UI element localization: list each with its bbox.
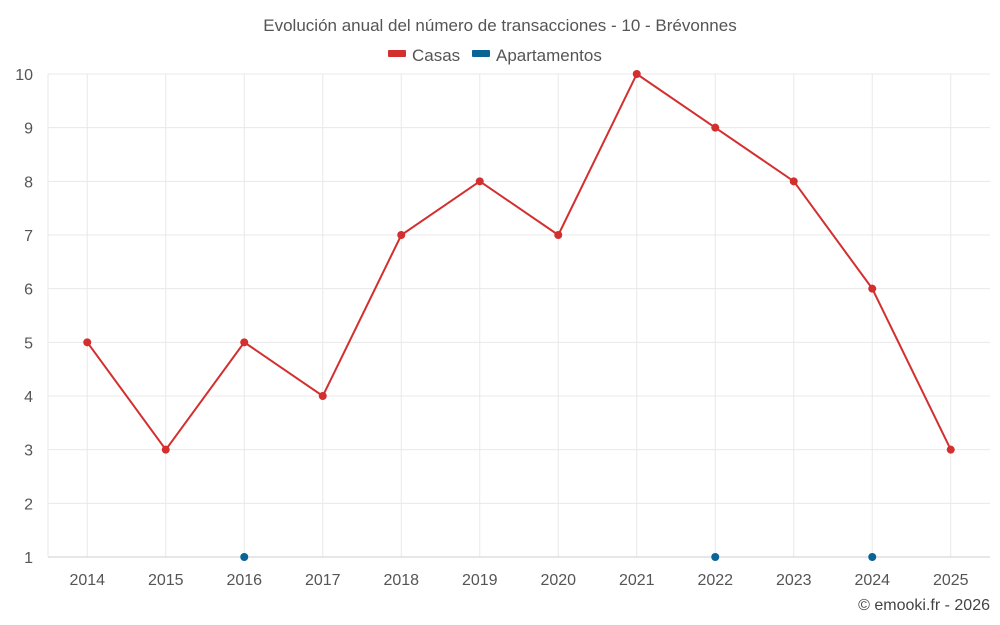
- y-axis-ticks: 1 2 3 4 5 6 7 8 9 10: [15, 67, 33, 567]
- x-axis-ticks: 2014 2015 2016 2017 2018 2019 2020 2021 2022 2023…: [69, 572, 968, 589]
- data-point-casas[interactable]: [83, 338, 92, 347]
- x-tick-label: 2018: [383, 572, 419, 589]
- x-tick-label: 2017: [305, 572, 341, 589]
- y-tick-label: 2: [24, 496, 33, 513]
- x-tick-label: 2016: [226, 572, 262, 589]
- x-tick-label: 2019: [462, 572, 498, 589]
- y-tick-label: 7: [24, 228, 33, 245]
- data-point-casas[interactable]: [946, 445, 955, 454]
- x-tick-label: 2014: [69, 572, 105, 589]
- legend: Casas Apartamentos: [388, 46, 602, 65]
- y-tick-label: 6: [24, 282, 33, 299]
- legend-label-casas[interactable]: Casas: [412, 46, 460, 65]
- data-point-casas[interactable]: [318, 392, 327, 400]
- data-point-apartamentos[interactable]: [240, 553, 249, 561]
- y-tick-label: 3: [24, 443, 33, 460]
- y-tick-label: 1: [24, 550, 33, 567]
- x-tick-label: 2022: [697, 572, 733, 589]
- data-point-casas[interactable]: [868, 284, 877, 293]
- data-point-casas[interactable]: [161, 445, 170, 454]
- grid: [47, 73, 990, 558]
- x-tick-label: 2023: [776, 572, 812, 589]
- data-point-apartamentos[interactable]: [711, 553, 720, 561]
- series-line-casas: [86, 72, 952, 452]
- y-tick-label: 10: [15, 67, 33, 84]
- data-point-casas[interactable]: [554, 231, 563, 239]
- y-tick-label: 8: [24, 174, 33, 191]
- x-tick-label: 2021: [619, 572, 655, 589]
- series: [83, 70, 955, 561]
- data-point-casas[interactable]: [632, 70, 641, 78]
- data-point-casas[interactable]: [789, 177, 798, 186]
- x-tick-label: 2025: [933, 572, 969, 589]
- chart-credit: © emooki.fr - 2026: [858, 597, 990, 614]
- y-tick-label: 5: [24, 335, 33, 352]
- legend-swatch-apartamentos: [472, 50, 490, 57]
- legend-swatch-casas: [388, 50, 406, 57]
- y-tick-label: 9: [24, 121, 33, 138]
- data-point-casas[interactable]: [240, 338, 249, 347]
- x-tick-label: 2020: [540, 572, 576, 589]
- x-tick-label: 2015: [148, 572, 184, 589]
- y-tick-label: 4: [24, 389, 33, 406]
- series-apartamentos: [240, 553, 877, 561]
- legend-label-apartamentos[interactable]: Apartamentos: [496, 46, 602, 65]
- data-point-casas[interactable]: [475, 177, 484, 186]
- data-point-apartamentos[interactable]: [868, 553, 877, 561]
- data-point-casas[interactable]: [397, 231, 406, 239]
- chart-title: Evolución anual del número de transaccio…: [263, 16, 736, 35]
- series-casas: [83, 70, 955, 454]
- x-tick-label: 2024: [854, 572, 890, 589]
- data-point-casas[interactable]: [711, 123, 720, 132]
